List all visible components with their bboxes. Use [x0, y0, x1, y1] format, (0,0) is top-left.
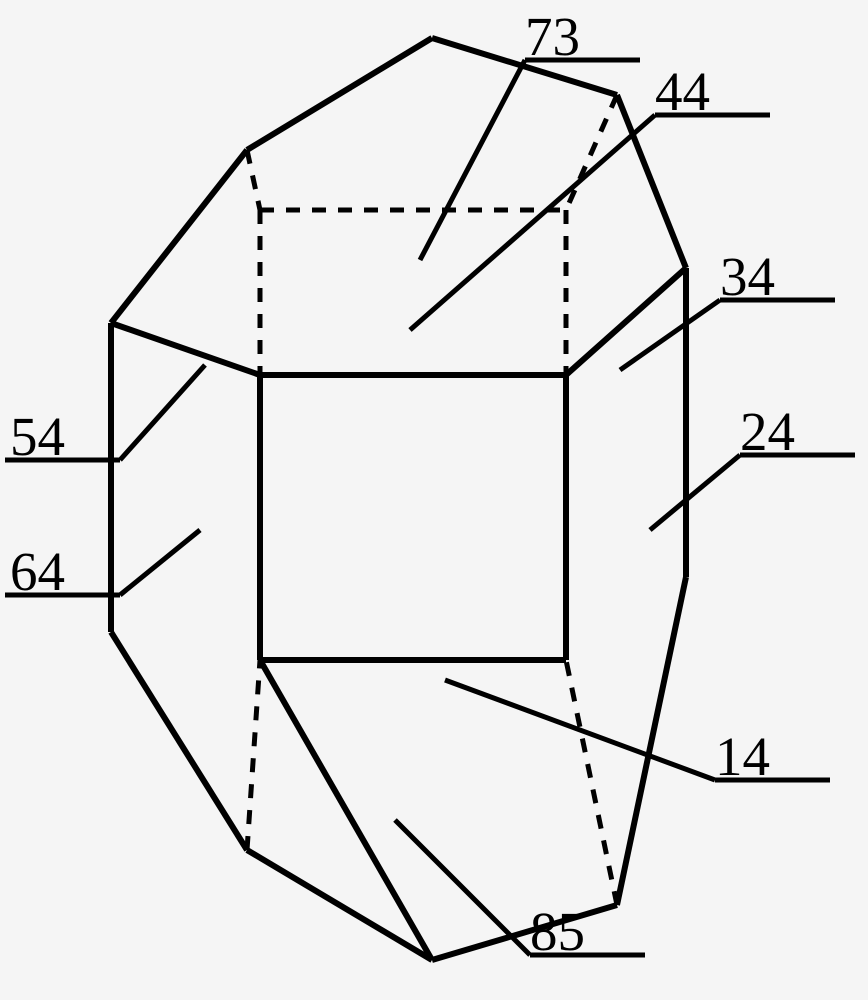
svg-text:14: 14	[715, 726, 770, 787]
svg-text:64: 64	[10, 541, 65, 602]
svg-text:73: 73	[525, 6, 580, 67]
svg-text:85: 85	[530, 901, 585, 962]
svg-text:44: 44	[655, 61, 710, 122]
svg-text:34: 34	[720, 246, 775, 307]
svg-text:54: 54	[10, 406, 65, 467]
svg-text:24: 24	[740, 401, 795, 462]
